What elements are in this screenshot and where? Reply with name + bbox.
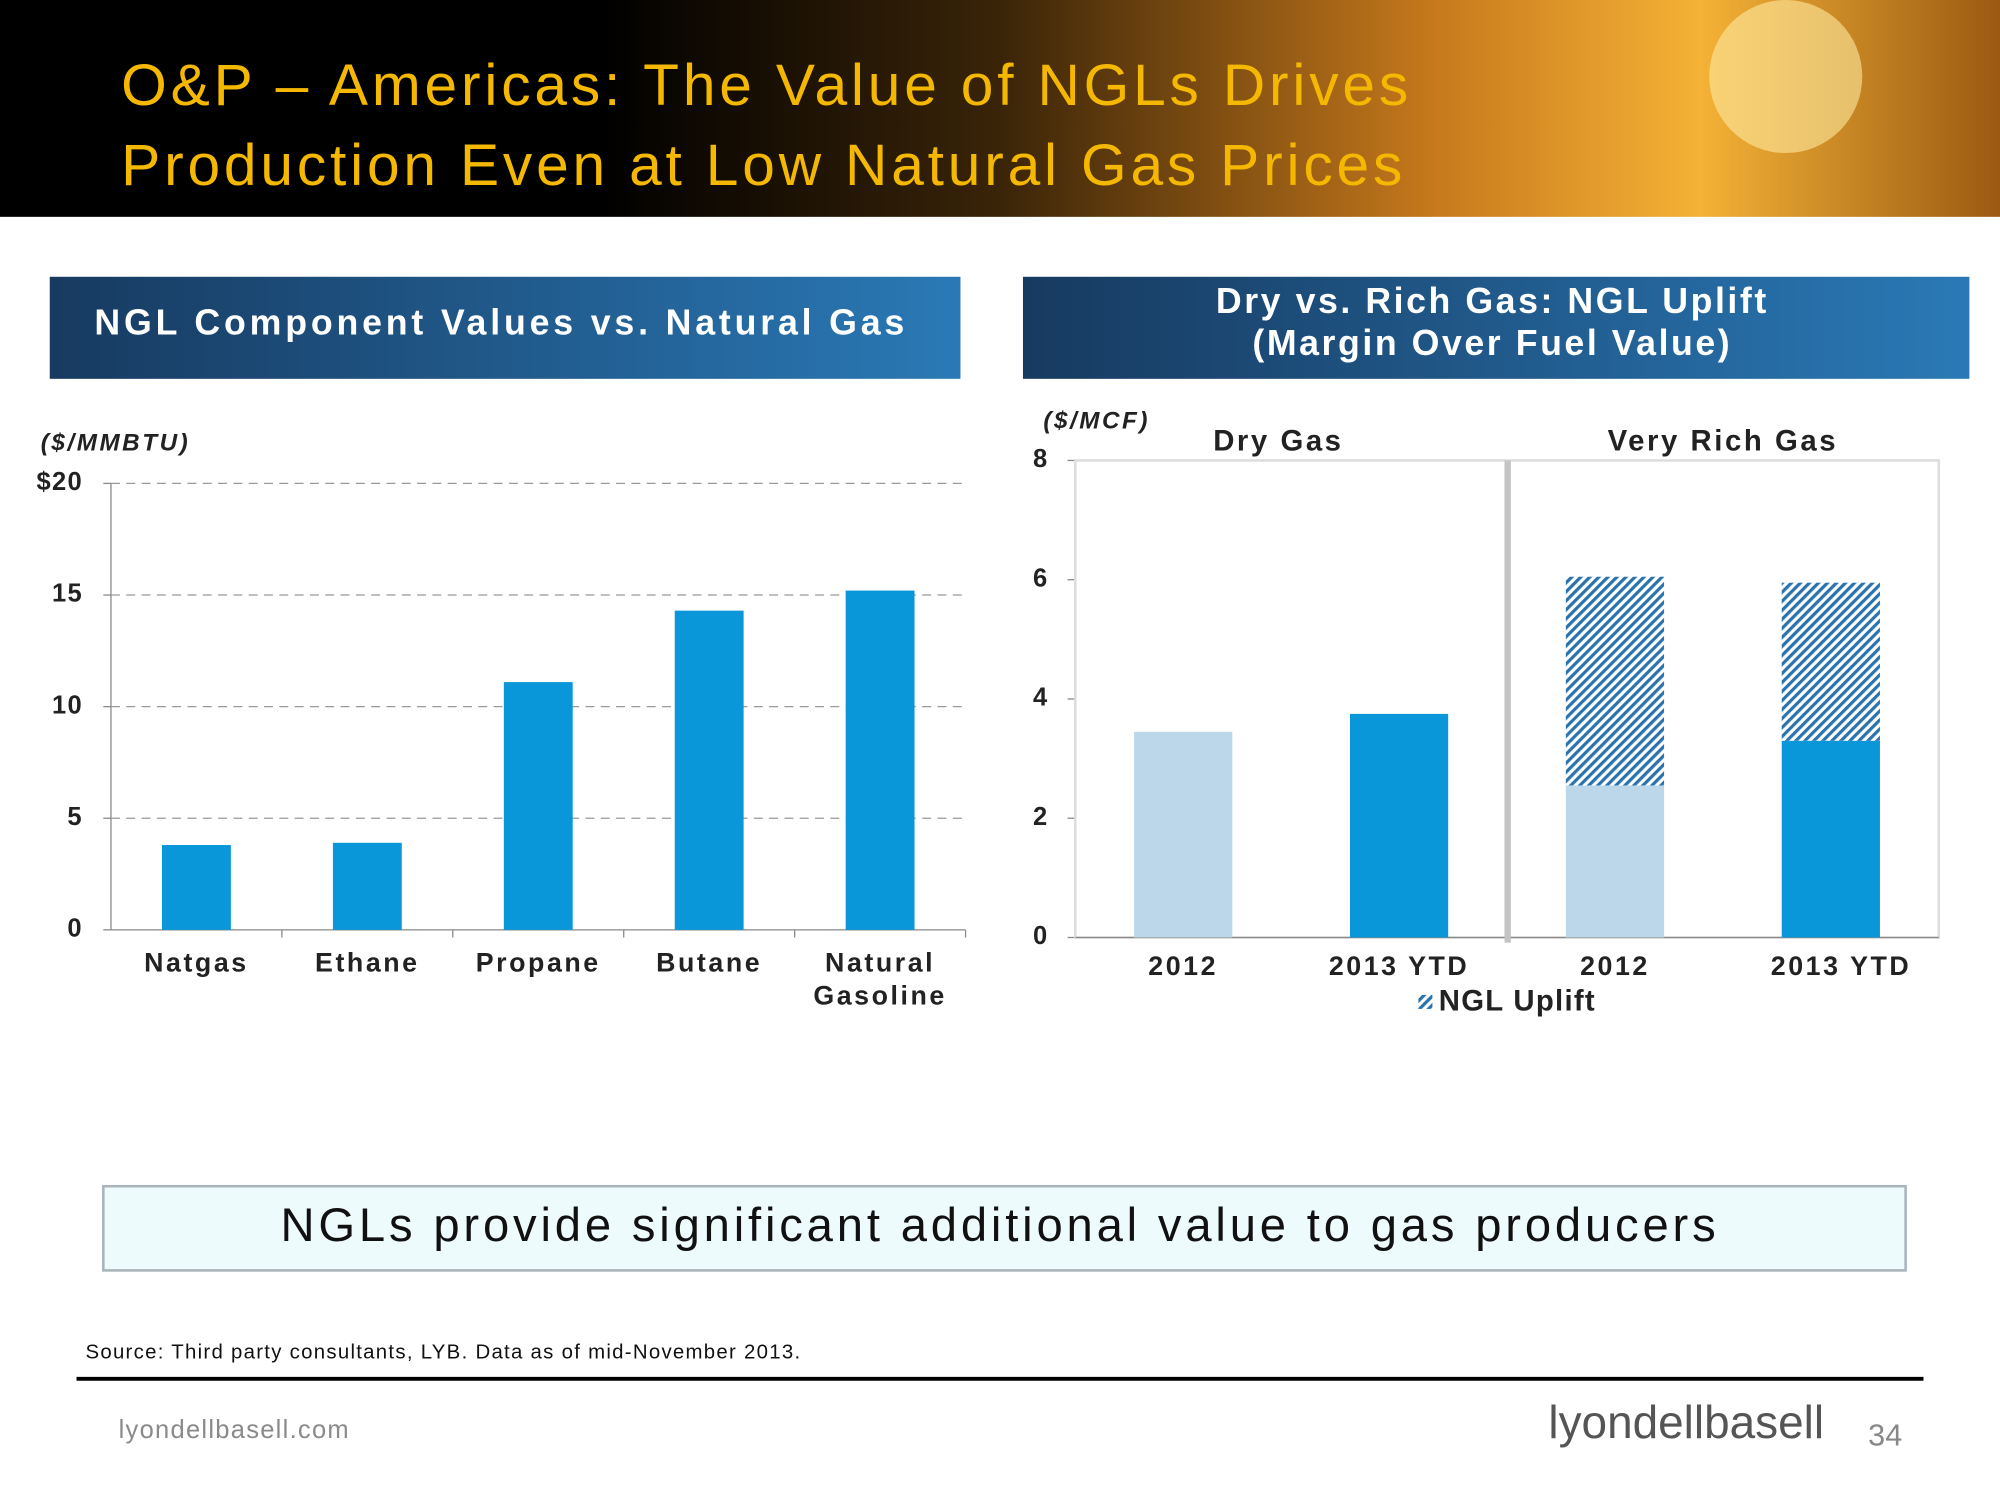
- x-tick-label: Natgas: [144, 947, 249, 977]
- bar: [674, 610, 744, 930]
- bar: [161, 845, 231, 930]
- bar-segment: [1565, 576, 1665, 786]
- y-tick-label: $20: [37, 468, 83, 496]
- panel-title: NGL Component Values vs. Natural Gas: [94, 303, 908, 343]
- header-banner: [0, 0, 2000, 217]
- sun-glow: [1709, 0, 1863, 154]
- x-tick-label: Butane: [656, 947, 762, 977]
- y-tick-label: 4: [1033, 684, 1048, 712]
- x-tick-label: Ethane: [315, 947, 420, 977]
- source-note: Source: Third party consultants, LYB. Da…: [85, 1342, 801, 1364]
- y-tick-label: 15: [52, 580, 83, 608]
- y-tick-label: 0: [1033, 922, 1048, 950]
- page-number: 34: [1868, 1419, 1902, 1453]
- group-label: Very Rich Gas: [1608, 424, 1838, 457]
- logo: lyondellbasell: [1548, 1396, 1824, 1448]
- bar: [332, 842, 402, 930]
- y-tick-label: 10: [52, 691, 83, 719]
- slide-title: Production Even at Low Natural Gas Price…: [121, 133, 1406, 198]
- bar-segment: [1781, 740, 1880, 938]
- callout-text: NGLs provide significant additional valu…: [280, 1199, 1719, 1252]
- bar-segment: [1134, 731, 1233, 938]
- legend-label: NGL Uplift: [1439, 984, 1596, 1017]
- bar: [845, 590, 915, 930]
- x-tick-label: 2012: [1580, 951, 1650, 981]
- group-separator: [1504, 460, 1511, 943]
- x-tick-label: Natural Gasoline: [813, 947, 946, 1010]
- slide-title: O&P – Americas: The Value of NGLs Drives: [121, 53, 1412, 118]
- y-tick-label: 6: [1033, 564, 1048, 592]
- x-tick-label: Propane: [476, 947, 601, 977]
- chart-ngl-components: 0 5 10 15 $20 Natgas Ethane Propane Butane Natura…: [37, 468, 967, 1011]
- y-tick-label: 2: [1033, 803, 1048, 831]
- bar-segment: [1781, 582, 1880, 741]
- x-tick-label: 2013 YTD: [1329, 951, 1469, 981]
- bar: [503, 682, 573, 930]
- legend-swatch: [1418, 994, 1433, 1009]
- panel-title: Dry vs. Rich Gas: NGL Uplift: [1216, 281, 1769, 321]
- x-tick-label: 2013 YTD: [1771, 951, 1911, 981]
- panel-header: [49, 276, 961, 379]
- panel-header: [1022, 276, 1970, 379]
- bar-segment: [1349, 713, 1449, 938]
- y-tick-label: 8: [1033, 445, 1048, 473]
- footer-website: lyondellbasell.com: [119, 1416, 350, 1444]
- y-tick-label: 0: [67, 915, 82, 943]
- y-tick-label: 5: [67, 803, 82, 831]
- bar-segment: [1565, 785, 1665, 938]
- x-tick-label: 2012: [1148, 951, 1218, 981]
- panel-title: (Margin Over Fuel Value): [1252, 323, 1732, 363]
- y-axis-label: ($/MCF): [1043, 408, 1150, 435]
- group-label: Dry Gas: [1213, 424, 1343, 457]
- callout-box: [102, 1184, 1907, 1272]
- y-axis-label: ($/MMBTU): [41, 429, 190, 456]
